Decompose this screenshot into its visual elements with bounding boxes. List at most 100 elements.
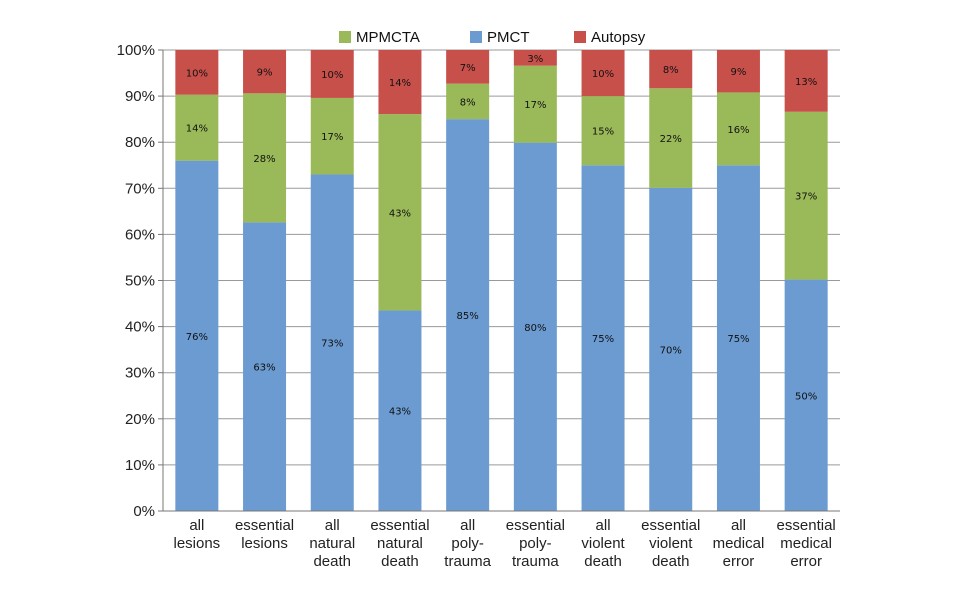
x-tick-label-line: natural [309, 535, 355, 552]
bar-segment-mpmcta [310, 97, 354, 175]
y-tick-label: 20% [125, 411, 155, 428]
x-tick-label-line: all [596, 517, 611, 534]
bar-segment-autopsy [378, 50, 422, 115]
bar-segment-pmct [310, 174, 354, 511]
bar-segment-pmct [446, 119, 490, 512]
bar-segment-autopsy [784, 50, 828, 112]
x-tick-label-line: lesions [173, 535, 220, 552]
x-tick-label-line: poly- [451, 535, 484, 552]
data-labels: 76% 14% 10% 63% 28% 9% 73% 17% 10% 43% 43% 14% 85% 8%… [186, 54, 818, 418]
bar-segment-pmct [175, 160, 219, 511]
bar-segment-mpmcta [716, 92, 760, 166]
x-tick-label-line: all [189, 517, 204, 534]
bar-segment-autopsy [243, 50, 287, 94]
bar-segment-autopsy [310, 50, 354, 98]
bar-segment-mpmcta [446, 83, 490, 120]
bar-segment-pmct [243, 222, 287, 511]
bar-segment-autopsy [175, 50, 219, 95]
x-tick-label-line: all [325, 517, 340, 534]
y-tick-label: 100% [117, 42, 155, 59]
x-tick-label: all violent death [581, 517, 625, 570]
x-tick-label-line: natural [377, 535, 423, 552]
data-label-mpmcta: 17% [321, 132, 343, 143]
data-label-mpmcta: 15% [592, 127, 614, 138]
data-label-pmct: 43% [389, 407, 411, 418]
data-label-mpmcta: 22% [660, 134, 682, 145]
x-tick-label: essential violent death [641, 517, 700, 570]
bar-segment-mpmcta [784, 111, 828, 280]
y-tick-label: 90% [125, 88, 155, 105]
x-tick-label-line: violent [649, 535, 693, 552]
x-tick-label-line: trauma [512, 553, 559, 570]
x-tick-label: essential lesions [235, 517, 294, 552]
data-label-pmct: 63% [253, 363, 275, 374]
x-tick-label-line: lesions [241, 535, 288, 552]
bar-segment-mpmcta [513, 65, 557, 143]
bar-segment-pmct [378, 310, 422, 511]
y-tick-label: 60% [125, 226, 155, 243]
x-tick-label-line: essential [506, 517, 565, 534]
data-label-mpmcta: 8% [460, 97, 476, 108]
x-tick-label-line: error [790, 553, 822, 570]
x-tick-label-line: all [731, 517, 746, 534]
bar-segment-mpmcta [649, 88, 693, 188]
data-label-mpmcta: 16% [727, 125, 749, 136]
x-tick-label-line: medical [780, 535, 832, 552]
data-label-mpmcta: 43% [389, 208, 411, 219]
x-tick-label-line: violent [581, 535, 625, 552]
legend-swatch-pmct [470, 31, 482, 43]
bar-segment-pmct [784, 279, 828, 511]
legend-swatch-autopsy [574, 31, 586, 43]
bar-segment-mpmcta [581, 96, 625, 166]
bars [175, 50, 828, 512]
data-label-autopsy: 10% [592, 69, 614, 80]
data-label-autopsy: 8% [663, 65, 679, 76]
x-tick-label-line: death [584, 553, 622, 570]
x-tick-label-line: death [313, 553, 351, 570]
x-tick-label: all poly-trauma [444, 517, 491, 570]
x-tick-label: essential natural death [370, 517, 429, 570]
data-label-pmct: 70% [660, 345, 682, 356]
bar-segment-pmct [649, 187, 693, 512]
x-tick-label-line: death [381, 553, 419, 570]
data-label-pmct: 85% [457, 311, 479, 322]
bar-segment-autopsy [513, 50, 557, 66]
data-label-pmct: 75% [727, 334, 749, 345]
data-label-autopsy: 10% [186, 68, 208, 79]
bar-segment-mpmcta [175, 94, 219, 161]
x-tick-label-line: essential [777, 517, 836, 534]
bar-segment-autopsy [446, 50, 490, 84]
data-label-pmct: 50% [795, 391, 817, 402]
bar-segment-mpmcta [378, 114, 422, 311]
x-tick-label-line: medical [713, 535, 765, 552]
data-label-pmct: 75% [592, 334, 614, 345]
x-tick-label-line: essential [641, 517, 700, 534]
y-tick-label: 70% [125, 180, 155, 197]
data-label-autopsy: 9% [731, 67, 747, 78]
x-tick-label-line: essential [370, 517, 429, 534]
bar-segment-pmct [716, 165, 760, 511]
bar-segment-autopsy [649, 50, 693, 89]
y-tick-label: 0% [133, 503, 155, 520]
data-label-mpmcta: 17% [524, 100, 546, 111]
y-tick-label: 80% [125, 134, 155, 151]
legend-label-autopsy: Autopsy [591, 29, 646, 46]
data-label-pmct: 76% [186, 332, 208, 343]
legend-label-mpmcta: MPMCTA [356, 29, 420, 46]
y-axis-ticks: 0% 10% 20% 30% 40% 50% 60% 70% 80% 90% 100% [117, 42, 163, 520]
data-label-autopsy: 10% [321, 70, 343, 81]
legend-swatch-mpmcta [339, 31, 351, 43]
x-tick-label-line: essential [235, 517, 294, 534]
data-label-autopsy: 3% [527, 54, 543, 65]
y-tick-label: 30% [125, 365, 155, 382]
data-label-autopsy: 7% [460, 63, 476, 74]
x-tick-label-line: death [652, 553, 690, 570]
y-tick-label: 50% [125, 273, 155, 290]
data-label-autopsy: 9% [257, 68, 273, 79]
data-label-mpmcta: 14% [186, 124, 208, 135]
legend-label-pmct: PMCT [487, 29, 530, 46]
data-label-pmct: 73% [321, 339, 343, 350]
